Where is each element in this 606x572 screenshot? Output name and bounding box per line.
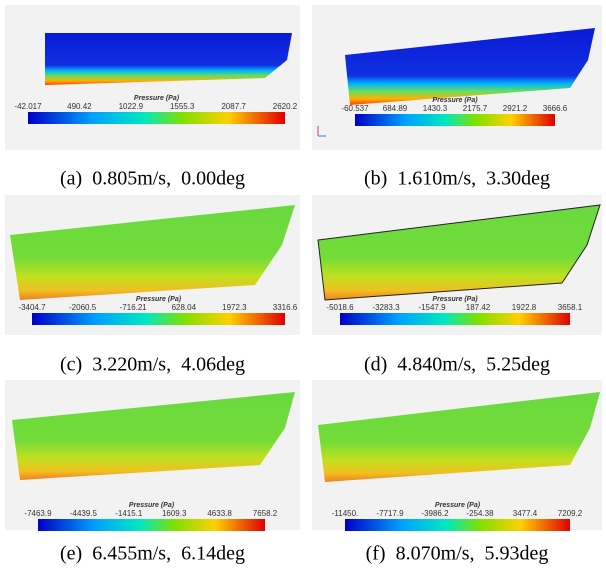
colorbar-tick: -3404.7	[18, 303, 46, 312]
colorbar-tick: 4633.8	[207, 509, 232, 518]
caption: (e) 6.455m/s, 6.14deg	[60, 543, 245, 565]
colorbar-tick: 1972.3	[222, 303, 247, 312]
colorbar-tick: 1555.3	[170, 102, 195, 111]
colorbar-tick: -2060.5	[69, 303, 97, 312]
colorbar	[38, 519, 265, 531]
colorbar-tick: 490.42	[67, 102, 92, 111]
colorbar-tick: 2620.2	[273, 102, 298, 111]
colorbar-tick: 7658.2	[253, 509, 278, 518]
caption: (c) 3.220m/s, 4.06deg	[60, 354, 245, 376]
colorbar-title: Pressure (Pa)	[435, 502, 481, 509]
colorbar-tick: 3658.1	[558, 303, 583, 312]
caption: (d) 4.840m/s, 5.25deg	[364, 354, 550, 376]
colorbar-tick: -716.21	[120, 303, 148, 312]
colorbar-tick: -42.017	[14, 102, 42, 111]
panel: Pressure (Pa) -42.017 490.42 1022.9 1555.3 20…	[5, 5, 300, 190]
hull	[45, 33, 292, 85]
caption: (f) 8.070m/s, 5.93deg	[366, 543, 549, 565]
caption: (b) 1.610m/s, 3.30deg	[364, 168, 550, 190]
colorbar-tick: -11450.	[332, 509, 359, 518]
colorbar-title: Pressure (Pa)	[134, 95, 180, 102]
colorbar-tick: 2175.7	[463, 104, 488, 113]
colorbar-tick: 7209.2	[558, 509, 583, 518]
figure: Pressure (Pa) -42.017 490.42 1022.9 1555.3 20…	[0, 0, 606, 572]
colorbar-tick: -5018.6	[326, 303, 354, 312]
colorbar-tick: 1022.9	[119, 102, 144, 111]
colorbar-tick: 187.42	[466, 303, 491, 312]
colorbar-tick: 2921.2	[503, 104, 528, 113]
colorbar-tick: -60.537	[341, 104, 369, 113]
colorbar-tick: 628.04	[172, 303, 197, 312]
colorbar-tick: -254.38	[466, 509, 494, 518]
colorbar-tick: -1415.1	[115, 509, 143, 518]
colorbar-tick: 684.89	[383, 104, 408, 113]
colorbar-tick: -1547.9	[418, 303, 446, 312]
colorbar	[32, 313, 285, 325]
colorbar-tick: 2087.7	[221, 102, 246, 111]
panel: Pressure (Pa) -3404.7 -2060.5 -716.21 628.04…	[5, 195, 300, 376]
colorbar-title: Pressure (Pa)	[136, 296, 182, 303]
colorbar-title: Pressure (Pa)	[432, 296, 478, 303]
colorbar	[340, 313, 570, 325]
colorbar-tick: 3316.6	[273, 303, 298, 312]
colorbar	[355, 114, 555, 126]
colorbar-tick: 1609.3	[162, 509, 187, 518]
colorbar-title: Pressure (Pa)	[129, 502, 175, 509]
colorbar-tick: -3986.2	[421, 509, 449, 518]
colorbar	[345, 519, 570, 531]
panel: Pressure (Pa) -11450. -7717.9 -3986.2 -254.3…	[312, 380, 602, 565]
colorbar-tick: -4439.5	[70, 509, 98, 518]
panel: Pressure (Pa) -7463.9 -4439.5 -1415.1 1609.3…	[5, 380, 300, 565]
panel: Pressure (Pa) -60.537 684.89 1430.3 2175.7 29…	[312, 5, 602, 190]
colorbar-tick: 1430.3	[423, 104, 448, 113]
colorbar-tick: 3477.4	[513, 509, 538, 518]
colorbar-tick: 3666.6	[543, 104, 568, 113]
colorbar-title: Pressure (Pa)	[432, 97, 478, 104]
panel: Pressure (Pa) -5018.6 -3283.3 -1547.9 187.42…	[312, 195, 602, 376]
caption: (a) 0.805m/s, 0.00deg	[60, 168, 245, 190]
colorbar-tick: -3283.3	[372, 303, 400, 312]
colorbar	[28, 112, 285, 124]
colorbar-tick: 1922.8	[512, 303, 537, 312]
colorbar-tick: -7463.9	[24, 509, 52, 518]
colorbar-tick: -7717.9	[376, 509, 404, 518]
